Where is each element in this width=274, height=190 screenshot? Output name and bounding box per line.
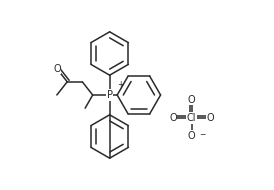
Text: O: O — [207, 113, 214, 123]
Text: O: O — [188, 95, 196, 105]
Text: P: P — [107, 90, 113, 100]
Text: O: O — [169, 113, 177, 123]
Text: O: O — [53, 64, 61, 74]
Text: O: O — [188, 131, 196, 141]
Text: Cl: Cl — [187, 113, 196, 123]
Text: +: + — [117, 80, 123, 89]
Text: −: − — [199, 130, 206, 139]
